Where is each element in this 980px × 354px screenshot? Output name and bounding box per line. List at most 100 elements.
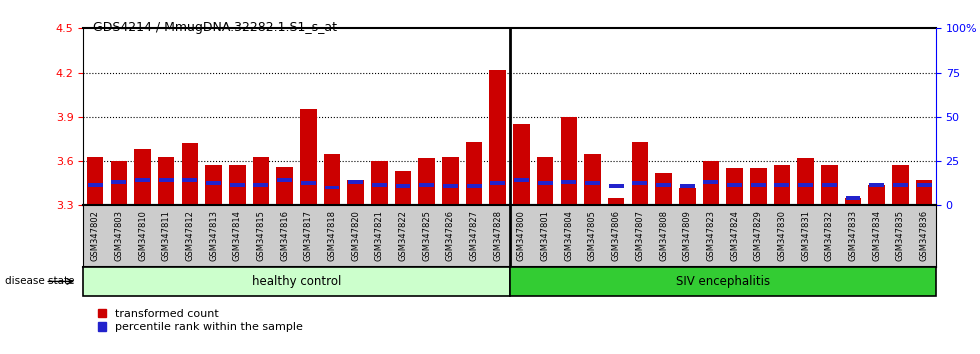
Bar [869,183,884,187]
Bar [704,180,718,184]
Text: GSM347805: GSM347805 [588,210,597,261]
Bar [419,183,434,187]
Bar [301,181,316,185]
Text: disease state: disease state [5,276,74,286]
Bar [868,185,885,205]
Bar [348,180,364,184]
Bar [229,166,246,205]
Bar [300,109,317,205]
Legend: transformed count, percentile rank within the sample: transformed count, percentile rank withi… [93,304,308,337]
Bar [656,173,672,205]
Bar [111,161,127,205]
Bar [135,178,150,182]
Text: GSM347824: GSM347824 [730,210,739,261]
Bar [181,143,198,205]
Bar [750,169,766,205]
Bar [821,166,838,205]
Bar [159,178,173,182]
Text: GSM347828: GSM347828 [493,210,503,261]
Bar [253,156,270,205]
Bar [490,181,506,185]
Bar [680,184,695,188]
Text: GSM347823: GSM347823 [707,210,715,261]
Text: GSM347826: GSM347826 [446,210,455,261]
Bar [822,183,837,187]
Bar [562,180,576,184]
Bar [371,183,387,187]
Bar [466,142,482,205]
Bar [83,267,510,296]
Bar [371,161,388,205]
Bar [727,183,742,187]
Bar [798,183,813,187]
Bar [892,166,908,205]
Text: SIV encephalitis: SIV encephalitis [675,275,770,288]
Text: GSM347816: GSM347816 [280,210,289,261]
Text: GSM347810: GSM347810 [138,210,147,261]
Bar [466,184,481,188]
Text: GSM347815: GSM347815 [257,210,266,261]
Text: GSM347808: GSM347808 [659,210,668,261]
Bar [442,156,459,205]
Bar [510,267,936,296]
Text: GSM347834: GSM347834 [872,210,881,261]
Bar [229,183,245,187]
Bar [916,183,932,187]
Bar [726,169,743,205]
Text: GSM347825: GSM347825 [422,210,431,261]
Text: GDS4214 / MmugDNA.32282.1.S1_s_at: GDS4214 / MmugDNA.32282.1.S1_s_at [93,21,337,34]
Text: GSM347835: GSM347835 [896,210,905,261]
Text: GSM347814: GSM347814 [232,210,242,261]
Text: GSM347800: GSM347800 [516,210,526,261]
Bar [584,154,601,205]
Bar [608,198,624,205]
Bar [324,186,339,189]
Bar [679,188,696,205]
Bar [396,184,411,188]
Bar [538,181,553,185]
Bar [631,142,648,205]
Bar [276,167,293,205]
Bar [656,183,671,187]
Bar [609,184,623,188]
Bar [845,198,861,205]
Bar [703,161,719,205]
Text: GSM347829: GSM347829 [754,210,762,261]
Text: GSM347801: GSM347801 [541,210,550,261]
Bar [134,149,151,205]
Text: GSM347813: GSM347813 [209,210,219,261]
Text: GSM347830: GSM347830 [777,210,787,261]
Text: GSM347807: GSM347807 [635,210,645,261]
Bar [277,178,292,182]
Text: GSM347804: GSM347804 [564,210,573,261]
Text: GSM347822: GSM347822 [399,210,408,261]
Bar [585,181,600,185]
Text: GSM347821: GSM347821 [374,210,384,261]
Text: GSM347820: GSM347820 [351,210,361,261]
Bar [158,156,174,205]
Text: GSM347817: GSM347817 [304,210,313,261]
Bar [537,156,554,205]
Bar [206,181,221,185]
Bar [846,196,860,200]
Text: GSM347812: GSM347812 [185,210,194,261]
Bar [323,154,340,205]
Text: GSM347809: GSM347809 [683,210,692,261]
Text: healthy control: healthy control [252,275,341,288]
Text: GSM347836: GSM347836 [919,210,929,261]
Text: GSM347803: GSM347803 [115,210,123,261]
Bar [112,180,126,184]
Bar [395,171,412,205]
Text: GSM347832: GSM347832 [825,210,834,261]
Bar [254,183,269,187]
Bar [205,166,221,205]
Bar [798,158,814,205]
Text: GSM347802: GSM347802 [90,210,100,261]
Bar [418,158,435,205]
Bar [751,183,765,187]
Bar [773,166,790,205]
Bar [514,124,530,205]
Text: GSM347811: GSM347811 [162,210,171,261]
Bar [915,180,932,205]
Bar [87,183,103,187]
